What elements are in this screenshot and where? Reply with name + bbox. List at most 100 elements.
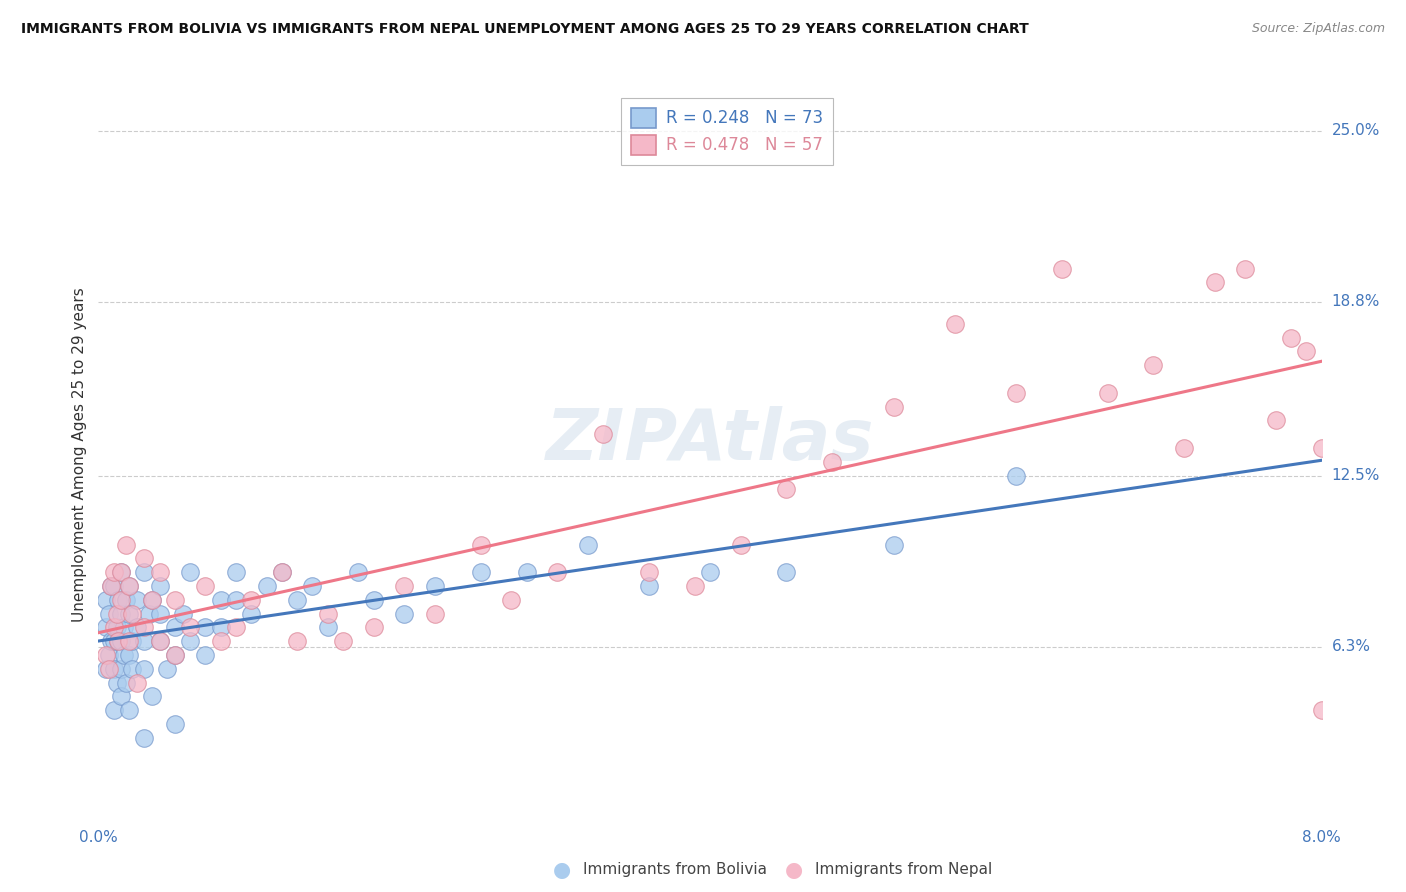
Point [240, 607, 263, 621]
Point [134, 566, 156, 580]
Point [107, 634, 129, 648]
Text: 12.5%: 12.5% [1331, 468, 1379, 483]
Point [134, 662, 156, 676]
Point [270, 566, 294, 580]
Point [1310, 441, 1333, 455]
Point [103, 579, 125, 593]
Point [103, 634, 125, 648]
Point [118, 634, 141, 648]
Point [347, 566, 370, 580]
Point [94, 662, 117, 676]
Point [149, 634, 172, 648]
Point [121, 607, 143, 621]
Point [105, 620, 128, 634]
Text: Immigrants from Bolivia: Immigrants from Bolivia [583, 863, 768, 877]
Point [107, 634, 129, 648]
Point [100, 579, 122, 593]
Point [134, 634, 156, 648]
Point [103, 620, 125, 634]
Point [149, 634, 172, 648]
Point [423, 579, 446, 593]
Point [332, 634, 354, 648]
Point [94, 592, 117, 607]
Point [163, 592, 186, 607]
Point [1310, 703, 1333, 717]
Point [1295, 344, 1317, 359]
Point [1173, 441, 1195, 455]
Point [105, 675, 128, 690]
Point [98, 607, 121, 621]
Point [94, 648, 117, 662]
Point [316, 620, 339, 634]
Point [1050, 261, 1073, 276]
Point [110, 566, 132, 580]
Point [501, 592, 523, 607]
Text: IMMIGRANTS FROM BOLIVIA VS IMMIGRANTS FROM NEPAL UNEMPLOYMENT AMONG AGES 25 TO 2: IMMIGRANTS FROM BOLIVIA VS IMMIGRANTS FR… [21, 22, 1029, 37]
Point [392, 607, 416, 621]
Point [134, 620, 156, 634]
Point [592, 427, 614, 442]
Point [118, 703, 141, 717]
Point [149, 579, 172, 593]
Text: Source: ZipAtlas.com: Source: ZipAtlas.com [1251, 22, 1385, 36]
Point [110, 634, 132, 648]
Point [209, 634, 232, 648]
Point [110, 592, 132, 607]
Point [103, 703, 125, 717]
Text: Immigrants from Nepal: Immigrants from Nepal [815, 863, 993, 877]
Text: ●: ● [786, 860, 803, 880]
Point [256, 579, 278, 593]
Point [110, 607, 132, 621]
Point [225, 566, 247, 580]
Point [141, 592, 163, 607]
Point [516, 566, 538, 580]
Point [118, 607, 141, 621]
Point [149, 566, 172, 580]
Point [100, 634, 122, 648]
Point [105, 607, 128, 621]
Point [163, 648, 186, 662]
Point [118, 579, 141, 593]
Point [240, 592, 263, 607]
Point [316, 607, 339, 621]
Point [301, 579, 323, 593]
Point [125, 592, 148, 607]
Point [194, 579, 217, 593]
Point [775, 483, 797, 497]
Point [115, 538, 138, 552]
Point [576, 538, 599, 552]
Point [1264, 413, 1286, 427]
Point [730, 538, 752, 552]
Point [775, 566, 797, 580]
Point [209, 592, 232, 607]
Point [110, 566, 132, 580]
Point [163, 620, 186, 634]
Point [172, 607, 194, 621]
Point [110, 690, 132, 704]
Point [118, 579, 141, 593]
Point [470, 566, 492, 580]
Text: 6.3%: 6.3% [1331, 640, 1371, 654]
Point [98, 662, 121, 676]
Point [1279, 330, 1302, 344]
Point [115, 675, 138, 690]
Point [1234, 261, 1257, 276]
Point [821, 455, 844, 469]
Point [1142, 358, 1164, 372]
Point [179, 566, 201, 580]
Point [699, 566, 721, 580]
Point [285, 592, 308, 607]
Point [1341, 206, 1364, 220]
Point [225, 592, 247, 607]
Point [163, 717, 186, 731]
Point [1204, 276, 1226, 290]
Point [363, 592, 385, 607]
Text: 18.8%: 18.8% [1331, 294, 1379, 310]
Point [470, 538, 492, 552]
Point [149, 607, 172, 621]
Point [134, 551, 156, 566]
Point [115, 592, 138, 607]
Point [637, 579, 661, 593]
Text: ZIPAtlas: ZIPAtlas [546, 406, 875, 475]
Point [943, 317, 966, 331]
